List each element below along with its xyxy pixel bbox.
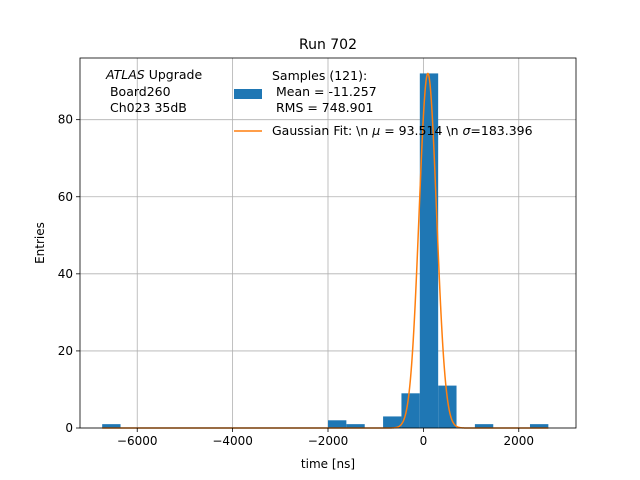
board-label: Board260 [106, 84, 171, 99]
atlas-upgrade-label: Upgrade [145, 67, 203, 82]
histogram-bar [474, 424, 494, 428]
histogram-bar [419, 73, 439, 429]
x-tick-label: 0 [420, 434, 428, 448]
legend-histogram-patch [234, 89, 262, 99]
x-tick-label: 2000 [503, 434, 534, 448]
legend-fit-label: Gaussian Fit: \n μ = 93.514 \n σ=183.396 [272, 123, 533, 138]
legend-rms-label: RMS = 748.901 [272, 100, 374, 115]
histogram-bar [383, 416, 402, 428]
svg-text:ATLAS Upgrade: ATLAS Upgrade [105, 67, 202, 82]
x-axis-ticks: −6000 −4000 −2000 0 2000 [117, 428, 534, 448]
y-tick-label: 0 [65, 421, 73, 435]
histogram-bar [346, 424, 365, 428]
histogram-bar [102, 424, 121, 428]
histogram-bar [401, 393, 420, 428]
atlas-label: ATLAS [105, 67, 145, 82]
histogram-bar [328, 420, 347, 428]
x-tick-label: −2000 [308, 434, 349, 448]
y-axis-label: Entries [33, 222, 47, 264]
y-tick-label: 80 [58, 113, 73, 127]
legend-samples-label: Samples (121): [272, 68, 367, 83]
y-axis-ticks: 0 20 40 60 80 [58, 113, 80, 435]
y-tick-label: 20 [58, 344, 73, 358]
legend-mean-label: Mean = -11.257 [272, 84, 377, 99]
atlas-annotation: ATLAS Upgrade Board260 Ch023 35dB [105, 67, 202, 115]
x-tick-label: −6000 [117, 434, 158, 448]
histogram-bars [102, 73, 549, 429]
x-tick-label: −4000 [212, 434, 253, 448]
y-tick-label: 60 [58, 190, 73, 204]
x-axis-label: time [ns] [301, 457, 355, 471]
histogram-bar [529, 424, 549, 428]
y-tick-label: 40 [58, 267, 73, 281]
histogram-bar [438, 385, 457, 428]
chart-title: Run 702 [299, 37, 357, 53]
legend: Samples (121): Mean = -11.257 RMS = 748.… [234, 68, 533, 138]
channel-label: Ch023 35dB [106, 100, 187, 115]
